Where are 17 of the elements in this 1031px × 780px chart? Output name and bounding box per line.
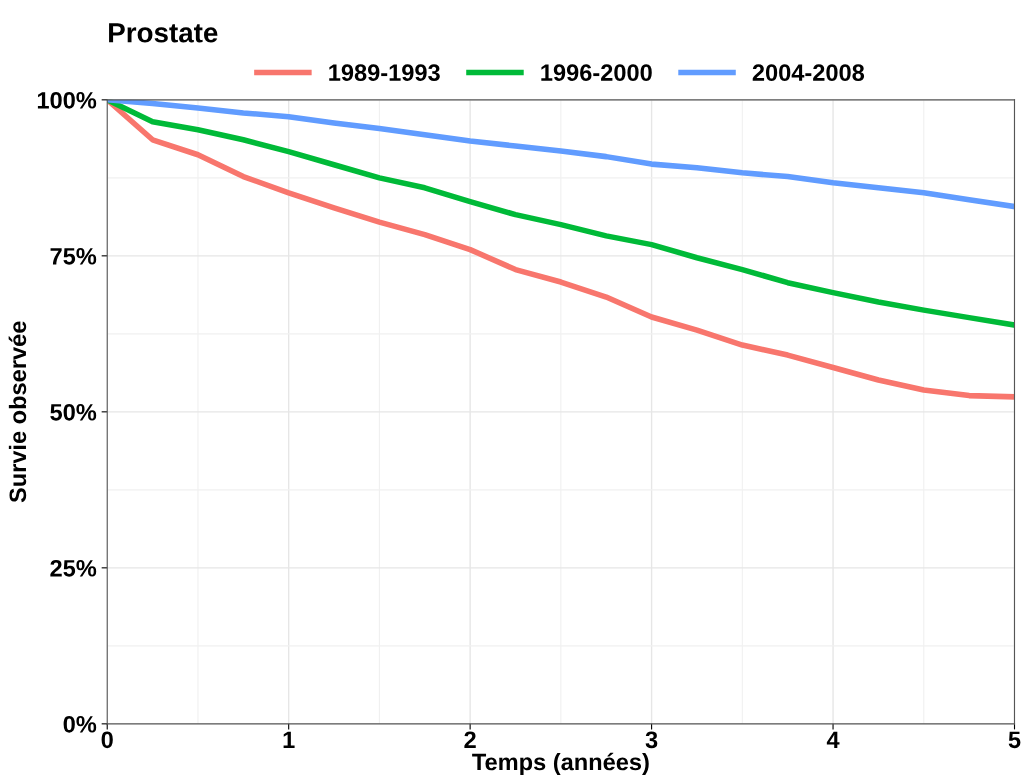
x-tick-label: 3 [645, 731, 658, 749]
legend-label: 1996-2000 [541, 64, 652, 82]
y-tick-label: 0% [63, 715, 97, 733]
y-tick-label: 100% [37, 91, 97, 109]
y-tick-label: 25% [50, 559, 97, 577]
y-axis-title: Survie observée [8, 321, 27, 503]
x-tick-label: 2 [464, 731, 476, 748]
x-tick-label: 4 [826, 731, 840, 748]
legend-label: 2004-2008 [752, 64, 865, 82]
legend-label: 1989-1993 [329, 64, 440, 82]
x-tick-label: 0 [101, 731, 113, 749]
chart-title: Prostate [109, 23, 218, 43]
y-tick-label: 75% [50, 247, 97, 265]
x-axis-title: Temps (années) [472, 752, 649, 776]
x-tick-label: 1 [283, 731, 295, 748]
x-tick-label: 5 [1008, 731, 1021, 749]
y-tick-label: 50% [50, 403, 97, 421]
